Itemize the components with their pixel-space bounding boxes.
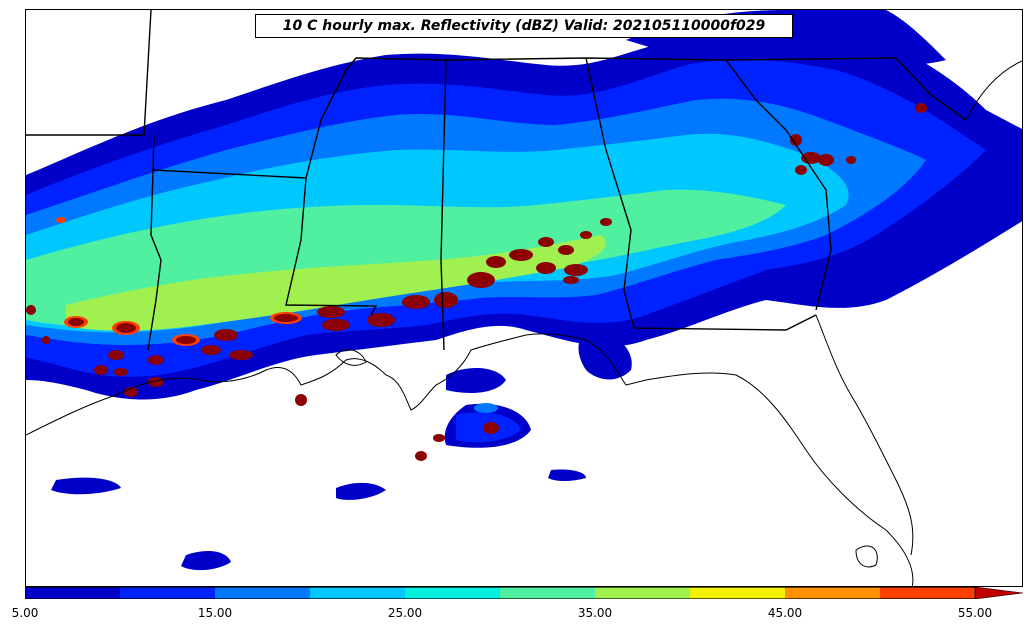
precip-layer-yellow-green bbox=[66, 235, 607, 331]
colorbar-segment bbox=[310, 587, 406, 599]
colorbar-tick-label: 5.00 bbox=[11, 606, 39, 620]
colorbar-segment bbox=[25, 587, 121, 599]
colorbar-tick-label: 45.00 bbox=[767, 606, 803, 620]
colorbar-segment bbox=[880, 587, 976, 599]
map-title: 10 C hourly max. Reflectivity (dBZ) Vali… bbox=[255, 14, 793, 38]
colorbar-segment bbox=[120, 587, 216, 599]
colorbar-tick-label: 55.00 bbox=[957, 606, 993, 620]
precip-cores bbox=[26, 103, 927, 461]
colorbar-segment bbox=[500, 587, 596, 599]
colorbar-tick-label: 25.00 bbox=[387, 606, 423, 620]
coastline bbox=[26, 60, 1022, 586]
colorbar-extend-arrow bbox=[974, 587, 1023, 599]
colorbar-segment bbox=[785, 587, 881, 599]
colorbar-outline bbox=[25, 587, 976, 599]
colorbar-tick-label: 35.00 bbox=[577, 606, 613, 620]
borders bbox=[26, 10, 967, 351]
colorbar-tick-label: 15.00 bbox=[197, 606, 233, 620]
colorbar-segment bbox=[595, 587, 691, 599]
map-panel bbox=[25, 9, 1023, 587]
colorbar bbox=[25, 587, 1023, 599]
colorbar-segment bbox=[690, 587, 786, 599]
colorbar-segment bbox=[405, 587, 501, 599]
colorbar-segment bbox=[215, 587, 311, 599]
reflectivity-map bbox=[26, 10, 1022, 586]
